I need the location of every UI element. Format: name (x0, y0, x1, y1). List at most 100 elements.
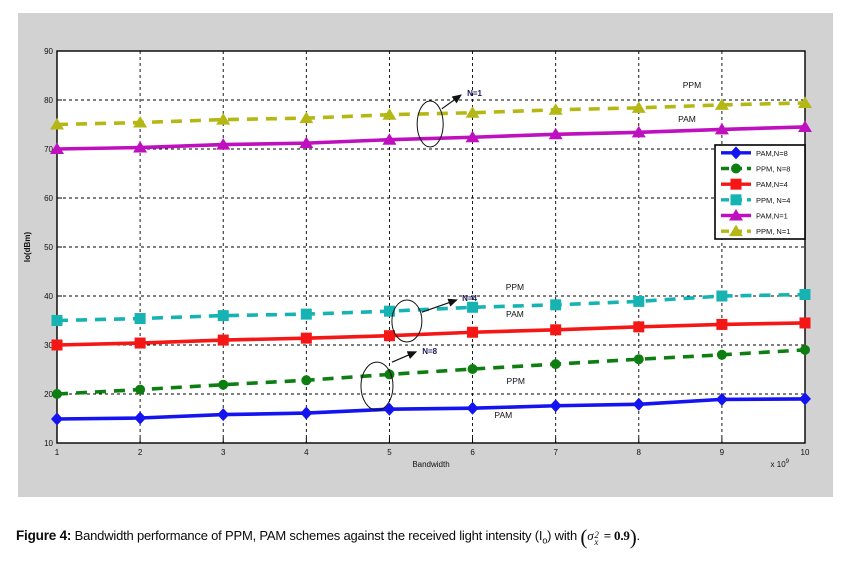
annotation-ellipse-1 (391, 299, 423, 343)
series-1-marker-7 (633, 354, 644, 365)
formula-sigma: σ (587, 528, 594, 543)
series-3-marker-2 (217, 310, 229, 322)
caption-text-2: ) with (547, 528, 581, 543)
legend-label-2: PAM,N=4 (756, 180, 788, 189)
xtick-label-4: 4 (304, 448, 309, 457)
series-line-1 (56, 348, 806, 396)
formula-eq: = 0.9 (600, 528, 630, 543)
formula-sub: x (594, 537, 599, 547)
formula-open-paren: ( (580, 525, 588, 549)
xtick-label-6: 6 (470, 448, 475, 457)
chart-svg: 10 20 30 40 50 60 70 80 90 1 2 3 4 5 6 7 8 9 10 Bandwidth x … (23, 47, 812, 469)
annotation-arrow-2 (391, 351, 418, 363)
series-5-marker-7 (631, 101, 646, 113)
series-line-0 (56, 397, 806, 421)
annotation-text-2: N=8 (422, 347, 437, 356)
ytick-label-80: 80 (44, 96, 53, 105)
series-1-marker-9 (800, 344, 810, 355)
series-5-marker-4 (382, 108, 397, 120)
legend-label-3: PPM, N=4 (756, 196, 790, 205)
legend-label-0: PAM,N=8 (756, 149, 788, 158)
curve-label-1: PAM (678, 114, 696, 124)
curve-label-2: PPM (506, 282, 524, 292)
xtick-label-2: 2 (138, 448, 143, 457)
annotation-text-0: N=1 (467, 89, 482, 98)
series-3-marker-8 (716, 290, 728, 302)
caption-label: Figure 4: (16, 528, 72, 543)
series-3-marker-4 (383, 305, 395, 317)
series-5-marker-1 (133, 116, 148, 128)
series-2-marker-4 (383, 330, 395, 342)
xtick-label-3: 3 (221, 448, 226, 457)
series-2-marker-3 (300, 332, 312, 344)
annotation-arrow-0 (441, 94, 462, 110)
series-line-3 (56, 292, 806, 323)
series-4-marker-1 (133, 141, 148, 153)
series-1-marker-5 (467, 364, 478, 375)
series-3-marker-5 (467, 301, 479, 313)
series-line-5 (56, 101, 806, 127)
bandwidth-chart: 10 20 30 40 50 60 70 80 90 1 2 3 4 5 6 7 8 9 10 Bandwidth x … (18, 13, 833, 497)
series-line-4 (56, 125, 806, 151)
series-4-marker-9 (798, 120, 812, 132)
ytick-label-60: 60 (44, 194, 53, 203)
legend-box (714, 144, 806, 240)
caption-formula: (σ 2 x = 0.9) (580, 527, 636, 548)
series-4-marker-5 (465, 130, 480, 143)
series-0-marker-5 (466, 401, 479, 415)
series-5-marker-5 (465, 106, 480, 118)
series-4-marker-0 (50, 142, 64, 154)
ytick-label-20: 20 (44, 390, 53, 399)
xtick-label-8: 8 (637, 448, 642, 457)
series-5-marker-9 (798, 96, 812, 108)
caption-text-1: Bandwidth performance of PPM, PAM scheme… (71, 528, 543, 543)
legend-marker-0 (730, 146, 742, 160)
xtick-label-1: 1 (55, 448, 60, 457)
series-5-marker-3 (299, 111, 314, 124)
series-2-marker-1 (134, 337, 146, 349)
series-4-marker-8 (714, 122, 729, 135)
legend-marker-3 (730, 194, 742, 206)
curve-label-5: PAM (494, 410, 512, 420)
series-4-marker-2 (216, 138, 231, 150)
ytick-label-50: 50 (44, 243, 53, 252)
curve-label-0: PPM (683, 80, 701, 90)
annotation-ellipse-2 (360, 361, 394, 411)
series-0-marker-8 (715, 392, 728, 406)
series-4-marker-6 (548, 127, 563, 140)
xtick-label-7: 7 (553, 448, 558, 457)
series-5-marker-2 (216, 113, 231, 125)
x-axis-label: Bandwidth (412, 460, 449, 469)
series-4-marker-7 (631, 125, 646, 138)
ytick-label-90: 90 (44, 47, 53, 56)
curve-label-4: PPM (507, 376, 525, 386)
legend-marker-4 (729, 209, 743, 221)
series-3-marker-9 (799, 289, 811, 301)
series-line-2 (56, 321, 806, 347)
annotation-text-1: N=4 (462, 294, 477, 303)
ytick-label-70: 70 (44, 145, 53, 154)
series-2-marker-2 (217, 334, 229, 346)
series-1-marker-3 (301, 375, 312, 386)
series-3-marker-3 (300, 308, 312, 320)
xtick-label-5: 5 (387, 448, 392, 457)
series-2-marker-9 (799, 317, 811, 329)
legend-marker-2 (730, 178, 742, 190)
series-5-marker-6 (548, 103, 563, 115)
series-2-marker-8 (716, 318, 728, 330)
x-multiplier-label: x 109 (771, 459, 790, 469)
annotation-arrow-1 (421, 298, 458, 313)
legend-marker-5 (729, 224, 743, 237)
series-0-marker-3 (300, 406, 313, 420)
series-0-marker-6 (549, 399, 562, 413)
formula-sup: 2 (594, 530, 599, 540)
series-2-marker-5 (467, 326, 479, 338)
ytick-label-40: 40 (44, 292, 53, 301)
series-5-marker-0 (50, 118, 64, 130)
xtick-label-9: 9 (720, 448, 725, 457)
series-2-marker-6 (550, 324, 562, 336)
series-3-marker-0 (51, 315, 63, 326)
series-0-marker-1 (134, 411, 147, 425)
series-1-marker-8 (716, 349, 727, 360)
